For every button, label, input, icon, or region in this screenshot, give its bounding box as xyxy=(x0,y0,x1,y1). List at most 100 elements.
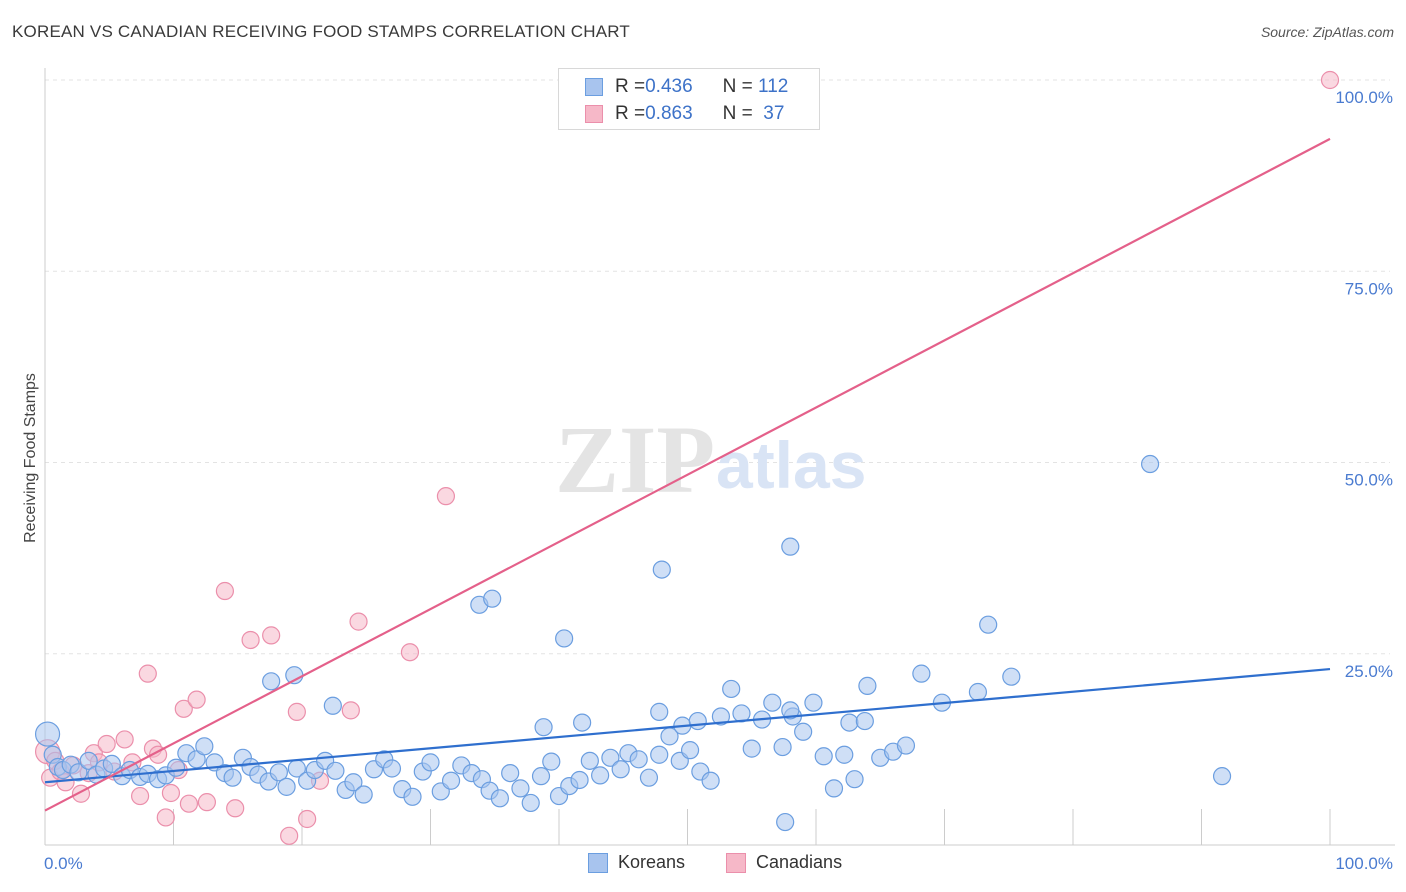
korean-point xyxy=(262,672,281,691)
watermark-zip: ZIP xyxy=(555,406,715,513)
korean-point xyxy=(835,745,854,764)
legend-n-value: 112 xyxy=(758,76,789,97)
korean-point xyxy=(531,767,551,786)
canadian-point xyxy=(197,793,217,812)
y-tick-label: 25.0% xyxy=(1345,662,1393,681)
korean-point xyxy=(814,747,833,766)
korean-point xyxy=(223,768,242,787)
korean-point xyxy=(601,748,620,767)
korean-point xyxy=(570,770,589,790)
korean-point xyxy=(354,785,373,804)
korean-point xyxy=(166,758,186,777)
canadian-point xyxy=(156,808,175,827)
bottom-legend-canadians: Canadians xyxy=(726,852,842,873)
korean-point xyxy=(650,745,669,764)
koreans-trend-line xyxy=(44,667,1331,784)
korean-point xyxy=(34,721,61,747)
korean-point xyxy=(688,711,707,731)
y-tick-label: 100.0% xyxy=(1335,88,1393,107)
korean-point xyxy=(323,696,342,715)
tick-labels: 25.0% 50.0% 75.0% 100.0% 0.0% 100.0% xyxy=(44,88,1393,873)
legend-n-label: N = xyxy=(722,76,759,97)
canadians-label: Canadians xyxy=(756,852,843,872)
source-credit: Source: ZipAtlas.com xyxy=(1260,24,1394,40)
legend-row-canadians: R = 0.863 N = 37 xyxy=(585,102,784,126)
korean-point xyxy=(776,812,795,832)
y-axis-title: Receiving Food Stamps xyxy=(22,373,39,543)
legend-r-label: R = xyxy=(615,103,646,124)
bottom-legend: Koreans Canadians xyxy=(0,852,1406,878)
korean-point xyxy=(403,787,422,806)
legend-r-value: 0.863 xyxy=(645,103,693,124)
canadian-point xyxy=(179,794,199,813)
korean-point xyxy=(722,679,741,699)
canadians-trend-line xyxy=(44,137,1331,812)
korean-point xyxy=(269,763,288,782)
korean-point xyxy=(1140,454,1160,474)
korean-point xyxy=(855,711,874,731)
korean-point xyxy=(896,736,916,755)
legend-swatch-canadians xyxy=(585,105,603,123)
chart-title: KOREAN VS CANADIAN RECEIVING FOOD STAMPS… xyxy=(12,22,631,41)
canadian-point xyxy=(400,643,420,662)
canadian-point xyxy=(97,734,116,754)
korean-point xyxy=(629,750,648,769)
canadian-point xyxy=(130,786,150,806)
korean-point xyxy=(742,739,761,758)
korean-point xyxy=(1002,667,1021,686)
korean-point xyxy=(845,770,864,789)
korean-point xyxy=(195,737,214,756)
koreans-swatch xyxy=(588,852,608,873)
korean-point xyxy=(521,793,540,813)
korean-point xyxy=(591,766,610,785)
korean-point xyxy=(711,707,731,726)
korean-point xyxy=(102,754,121,774)
korean-point xyxy=(534,718,553,737)
axes xyxy=(44,68,1395,846)
bottom-legend-koreans: Koreans xyxy=(588,852,685,873)
canadian-point xyxy=(349,612,368,631)
korean-point xyxy=(840,713,859,732)
korean-point xyxy=(542,752,561,771)
canadian-point xyxy=(187,690,206,709)
koreans-points xyxy=(34,454,1232,832)
korean-point xyxy=(763,693,782,712)
canadian-point xyxy=(174,699,193,718)
korean-point xyxy=(611,760,630,779)
legend-n-value: 37 xyxy=(758,103,785,124)
korean-point xyxy=(573,713,592,732)
canadian-point xyxy=(287,702,306,721)
korean-point xyxy=(483,589,502,608)
legend-swatch-koreans xyxy=(585,78,603,96)
x-tick-label-end: 100.0% xyxy=(1335,854,1393,873)
watermark: ZIP atlas xyxy=(555,406,866,513)
canadian-point xyxy=(262,626,281,645)
korean-point xyxy=(858,676,877,695)
canadian-point xyxy=(280,826,299,845)
korean-point xyxy=(326,761,345,780)
korean-point xyxy=(781,701,800,720)
korean-point xyxy=(701,771,720,790)
korean-point xyxy=(650,702,669,721)
korean-point xyxy=(382,759,402,778)
legend-r-label: R = xyxy=(615,76,646,97)
koreans-label: Koreans xyxy=(618,852,686,872)
grid-lines xyxy=(45,79,1390,655)
canadian-point xyxy=(241,630,260,650)
korean-point xyxy=(421,753,440,772)
korean-point xyxy=(794,722,813,741)
trend-lines xyxy=(44,137,1331,812)
korean-point xyxy=(344,773,363,792)
korean-point xyxy=(912,664,931,683)
korean-point xyxy=(824,779,844,798)
x-tick-label-start: 0.0% xyxy=(44,854,83,873)
korean-point xyxy=(69,763,88,782)
korean-point xyxy=(580,751,599,770)
canadian-point xyxy=(115,730,134,749)
korean-point xyxy=(79,751,98,770)
korean-point xyxy=(490,789,509,808)
canadian-point xyxy=(298,809,317,829)
korean-point xyxy=(555,629,574,648)
canadian-point xyxy=(138,664,157,683)
